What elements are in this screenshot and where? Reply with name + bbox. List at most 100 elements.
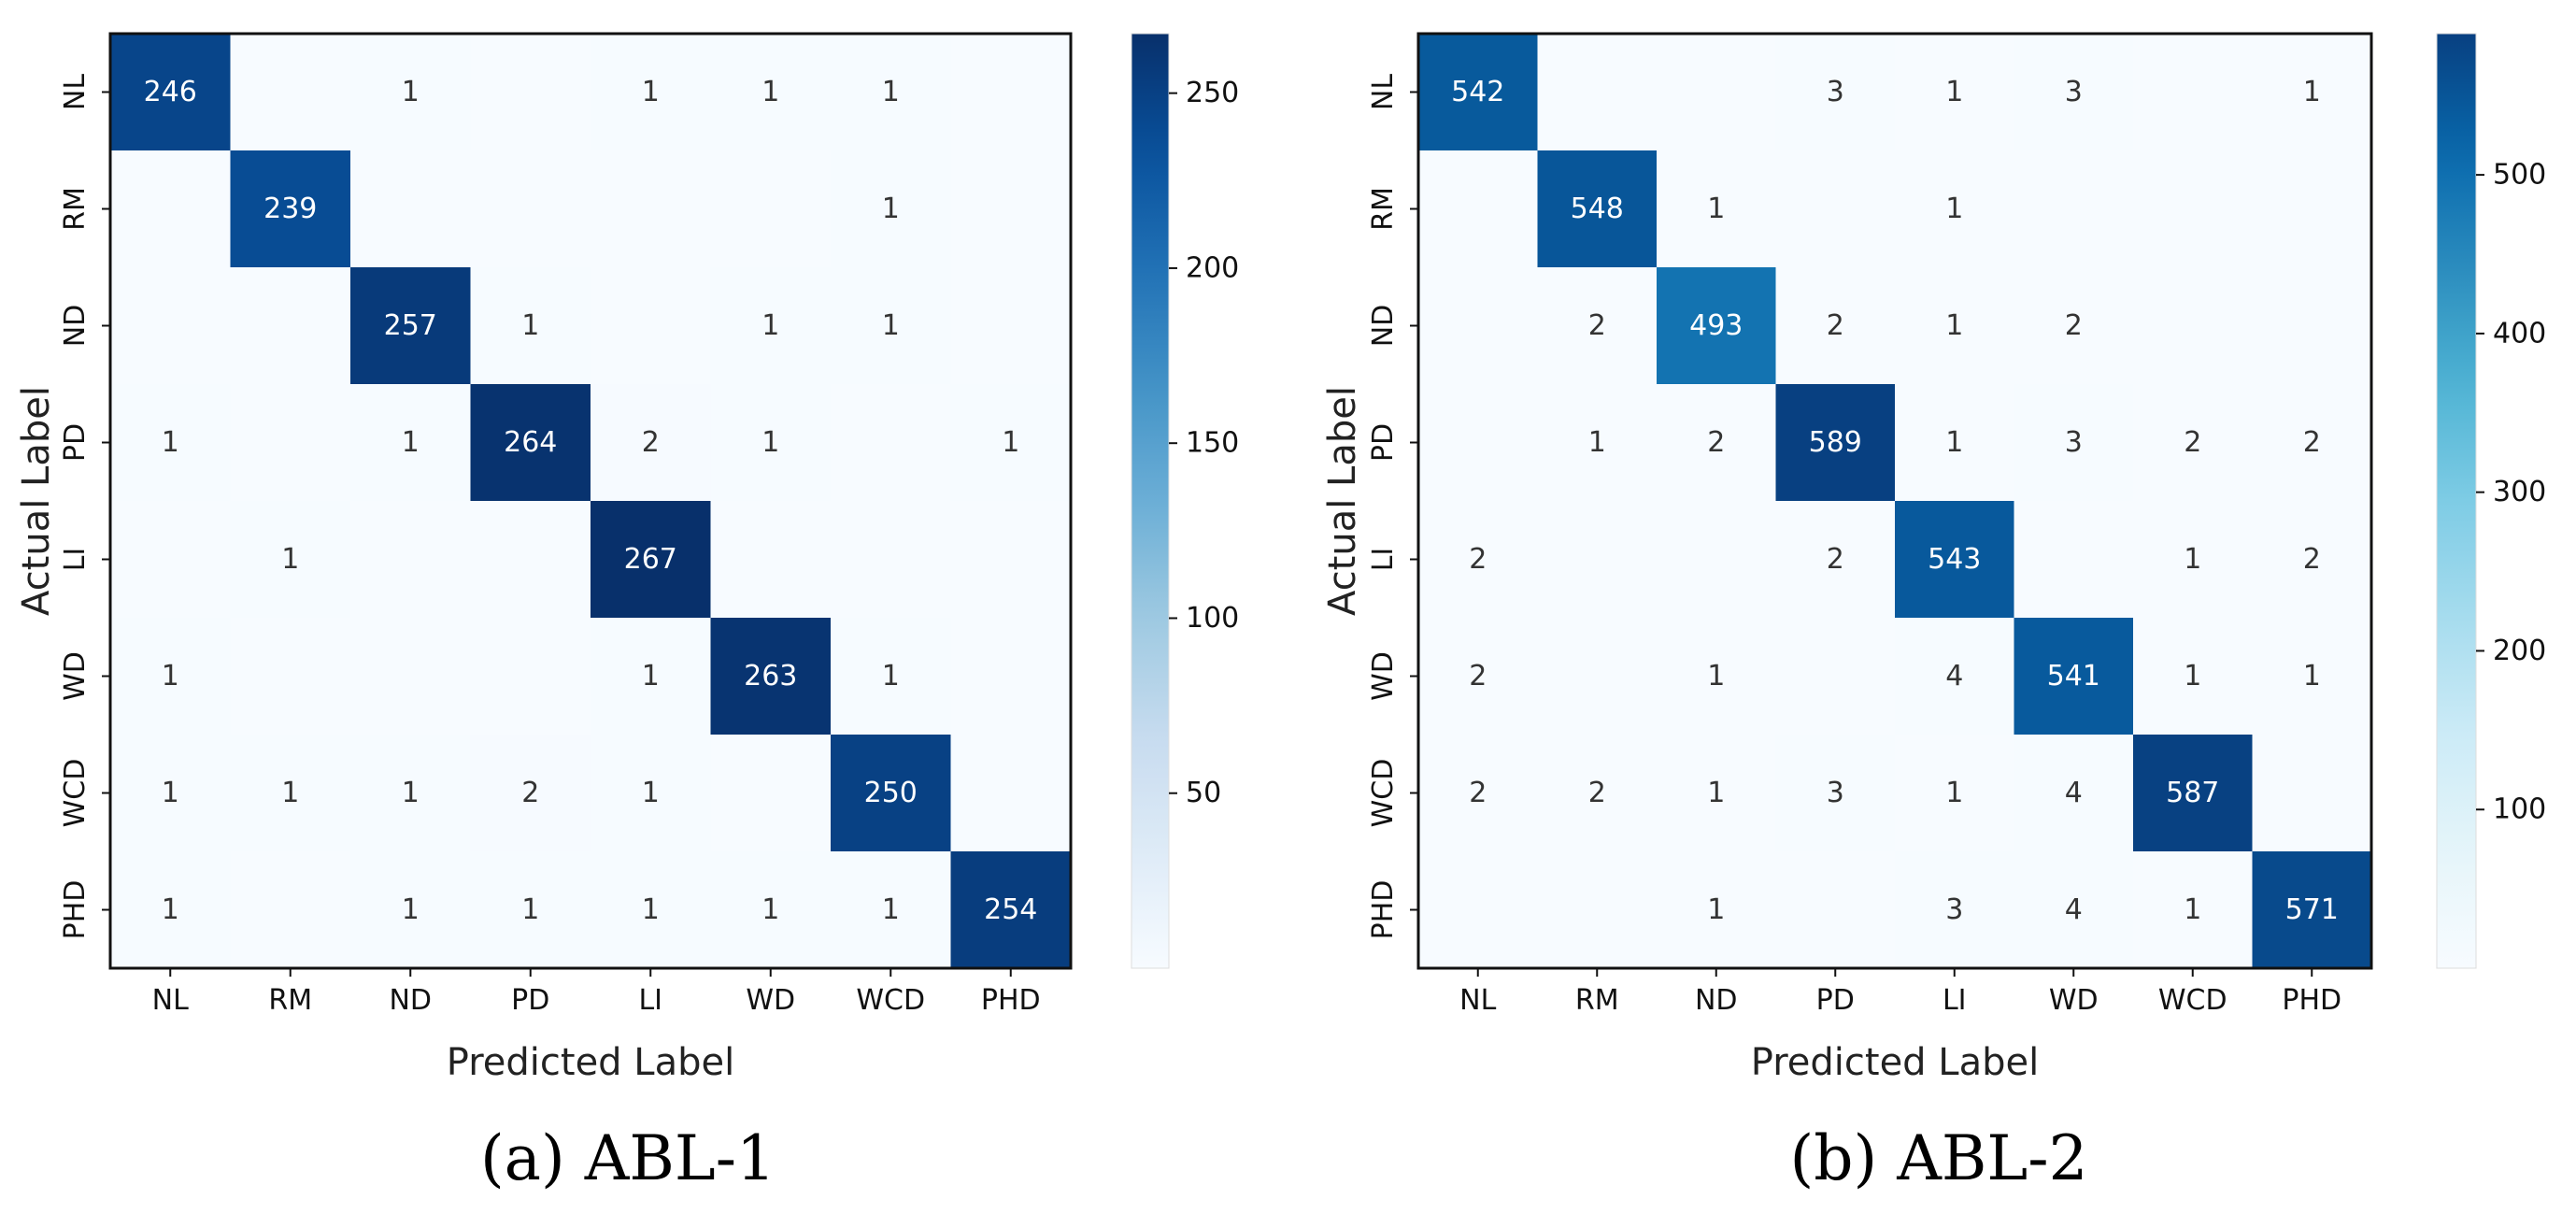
- heatmap-cell-pd-rm: [1537, 384, 1658, 502]
- heatmap-cell-li-pd: [1775, 501, 1896, 619]
- heatmap-cell-phd-li: [1895, 851, 2014, 969]
- cell-value-label: 1: [162, 426, 179, 459]
- x-tick-label-wcd: WCD: [2158, 984, 2227, 1017]
- heatmap-cell-rm-rm: [1537, 150, 1658, 268]
- cell-value-label: 246: [144, 76, 197, 108]
- heatmap-cell-wd-wcd: [831, 618, 951, 735]
- cell-value-label: 1: [642, 660, 660, 693]
- cell-value-label: 1: [2184, 660, 2201, 693]
- heatmap-cell-nl-nl: [1418, 34, 1538, 151]
- heatmap-cell-nd-rm: [230, 267, 351, 385]
- heatmap-cell-rm-nl: [1418, 150, 1538, 268]
- heatmap-cell-wd-pd: [1775, 618, 1896, 735]
- y-axis-label: Actual Label: [1321, 386, 1364, 616]
- heatmap-cell-phd-li: [591, 851, 711, 969]
- heatmap-cell-li-pd: [470, 501, 591, 619]
- cell-value-label: 1: [2303, 76, 2321, 108]
- heatmap-cell-pd-li: [1895, 384, 2014, 502]
- cell-value-label: 267: [624, 543, 677, 576]
- heatmap-cell-phd-phd: [950, 851, 1072, 969]
- cell-value-label: 2: [2303, 426, 2321, 459]
- heatmap-cell-phd-wcd: [831, 851, 951, 969]
- cell-value-label: 1: [642, 777, 660, 809]
- heatmap-cell-nl-nd: [350, 34, 471, 151]
- heatmap-cell-wcd-phd: [2252, 735, 2372, 852]
- heatmap-cell-phd-nl: [1418, 851, 1538, 969]
- cell-value-label: 2: [642, 426, 660, 459]
- cell-value-label: 1: [761, 76, 779, 108]
- heatmap-cell-pd-wcd: [831, 384, 951, 502]
- heatmap-cell-phd-phd: [2252, 851, 2372, 969]
- colorbar-tick-label: 100: [2493, 793, 2546, 826]
- heatmap-cell-wcd-wcd: [2133, 735, 2253, 852]
- heatmap-cell-nd-nl: [110, 267, 231, 385]
- heatmap-cell-li-wcd: [2133, 501, 2253, 619]
- heatmap-cell-rm-li: [591, 150, 711, 268]
- heatmap-cell-nd-nd: [1657, 267, 1776, 385]
- cell-value-label: 1: [642, 893, 660, 926]
- heatmap-cell-wcd-rm: [230, 735, 351, 852]
- colorbar-tick-label: 200: [1186, 251, 1239, 284]
- heatmap-cell-nl-nl: [110, 34, 231, 151]
- heatmap-cell-wd-pd: [470, 618, 591, 735]
- cell-value-label: 548: [1571, 193, 1624, 225]
- cell-value-label: 1: [761, 893, 779, 926]
- x-tick-label-li: LI: [1943, 984, 1967, 1017]
- heatmap-cell-phd-pd: [1775, 851, 1896, 969]
- heatmap-cell-nl-wcd: [2133, 34, 2253, 151]
- cell-value-label: 1: [1945, 777, 1963, 809]
- heatmap-cell-rm-wcd: [2133, 150, 2253, 268]
- heatmap-cell-nd-pd: [470, 267, 591, 385]
- x-tick-label-pd: PD: [511, 984, 549, 1017]
- heatmap-cell-nd-rm: [1537, 267, 1658, 385]
- cell-value-label: 2: [1588, 309, 1606, 342]
- panel-abl-2: 542 3 1 3 1 548 1 1 2 493 2 1 2 1 2 589 1 3 2 2 2 2 543 1 2 2 1 4 54…: [1321, 32, 2546, 1194]
- heatmap-cell-nl-wcd: [831, 34, 951, 151]
- heatmap-cell-wcd-nd: [350, 735, 471, 852]
- y-tick-label-wd: WD: [59, 651, 92, 701]
- heatmap-frame: [1416, 32, 2373, 970]
- heatmap-cell-phd-rm: [230, 851, 351, 969]
- y-tick-label-rm: RM: [1367, 187, 1400, 231]
- cell-value-label: 1: [521, 893, 539, 926]
- heatmap-cell-phd-rm: [1537, 851, 1658, 969]
- heatmap-cell-pd-nl: [110, 384, 231, 502]
- heatmap-cell-phd-nl: [110, 851, 231, 969]
- cell-value-label: 2: [1707, 426, 1725, 459]
- cell-value-label: 2: [1827, 543, 1844, 576]
- colorbar-tick-label: 500: [2493, 159, 2546, 192]
- x-tick-label-wcd: WCD: [856, 984, 925, 1017]
- x-tick-label-nl: NL: [152, 984, 189, 1017]
- heatmap-cell-pd-phd: [950, 384, 1072, 502]
- heatmap-frame: [108, 32, 1073, 970]
- heatmap-cell-nl-nd: [1657, 34, 1776, 151]
- heatmap-cell-wcd-phd: [950, 735, 1072, 852]
- panel-caption: (b) ABL-2: [1789, 1122, 2087, 1194]
- x-tick-label-rm: RM: [268, 984, 312, 1017]
- cell-value-label: 3: [1945, 893, 1963, 926]
- heatmap-cell-nl-wd: [710, 34, 832, 151]
- heatmap-cell-wd-li: [1895, 618, 2014, 735]
- heatmap-cell-pd-nd: [350, 384, 471, 502]
- heatmap-cell-nd-wd: [710, 267, 832, 385]
- heatmap-cell-wd-wd: [710, 618, 832, 735]
- heatmap-cell-rm-phd: [950, 150, 1072, 268]
- cell-value-label: 1: [882, 193, 900, 225]
- heatmap-cell-pd-phd: [2252, 384, 2372, 502]
- cell-value-label: 1: [162, 777, 179, 809]
- heatmap-cell-nd-wd: [2014, 267, 2134, 385]
- heatmap-cell-phd-wd: [2014, 851, 2134, 969]
- heatmap-cell-pd-wcd: [2133, 384, 2253, 502]
- heatmap-cell-wd-wcd: [2133, 618, 2253, 735]
- x-tick-label-pd: PD: [1816, 984, 1855, 1017]
- cell-value-label: 2: [2303, 543, 2321, 576]
- cell-value-label: 264: [504, 426, 557, 459]
- heatmap-cell-wcd-li: [1895, 735, 2014, 852]
- cell-value-label: 1: [1707, 893, 1725, 926]
- cell-value-label: 3: [1827, 76, 1844, 108]
- heatmap-cell-li-phd: [950, 501, 1072, 619]
- panel-caption: (a) ABL-1: [480, 1122, 776, 1194]
- cell-value-label: 542: [1451, 76, 1504, 108]
- heatmap-cell-rm-wd: [710, 150, 832, 268]
- cell-value-label: 1: [1707, 660, 1725, 693]
